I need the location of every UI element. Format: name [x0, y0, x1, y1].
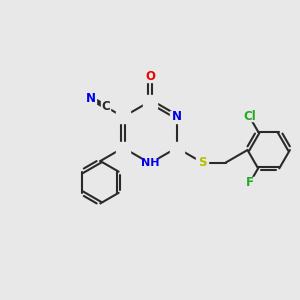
Text: C: C — [101, 100, 110, 113]
Text: Cl: Cl — [243, 110, 256, 123]
Text: O: O — [145, 70, 155, 83]
Bar — [246, 177, 254, 188]
Text: F: F — [246, 176, 254, 189]
Text: S: S — [198, 156, 206, 169]
Bar — [170, 111, 184, 123]
Bar — [100, 101, 110, 112]
Bar — [143, 157, 157, 170]
Bar — [196, 157, 208, 168]
Bar — [116, 142, 130, 154]
Bar — [170, 142, 184, 154]
Text: NH: NH — [141, 158, 159, 168]
Bar — [116, 111, 130, 123]
Bar — [145, 71, 155, 82]
Text: N: N — [86, 92, 96, 105]
Bar — [87, 93, 96, 103]
Text: N: N — [172, 110, 182, 123]
Bar — [243, 111, 256, 122]
Bar — [143, 95, 157, 108]
